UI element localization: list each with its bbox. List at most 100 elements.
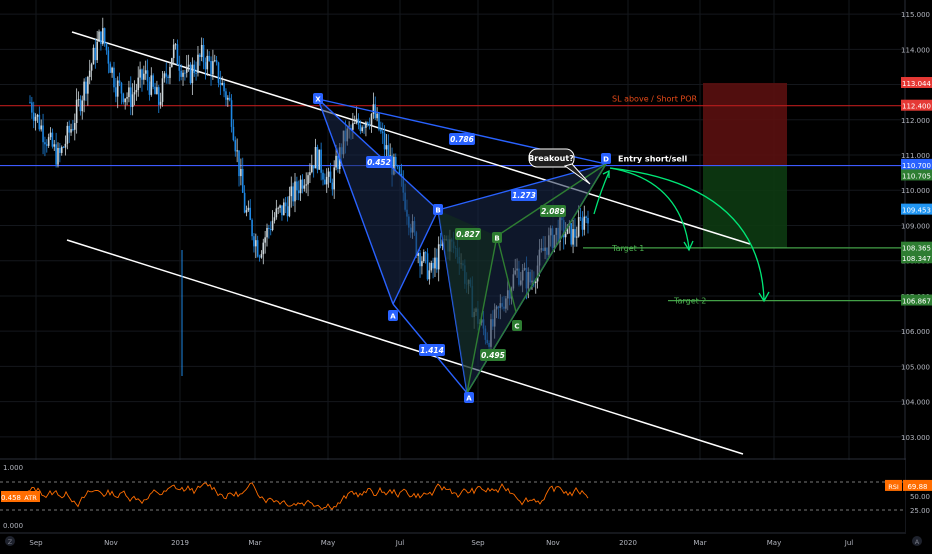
candle-body xyxy=(273,217,276,221)
price-axis-bg xyxy=(906,0,932,550)
candle-body xyxy=(221,82,224,85)
candle-body xyxy=(137,77,140,91)
target2-arrow-head xyxy=(758,291,770,303)
pattern-point-badge xyxy=(492,232,502,243)
candle-body xyxy=(422,252,425,262)
candle-body xyxy=(294,181,296,202)
ratio-badge xyxy=(366,156,392,168)
candle-body xyxy=(251,219,253,237)
price-tag xyxy=(901,203,932,215)
pattern1-xa-leg xyxy=(317,98,394,305)
candle-body xyxy=(77,99,80,101)
candle-body xyxy=(182,72,184,77)
target1-label: Target 1 xyxy=(611,244,644,253)
time-label: Nov xyxy=(546,539,560,547)
breakout-callout xyxy=(528,148,575,168)
candle-body xyxy=(159,101,162,105)
candle-body xyxy=(353,122,356,124)
price-tag xyxy=(901,99,932,111)
candle-body xyxy=(432,262,434,269)
candle-body xyxy=(57,147,59,165)
ratio-badge xyxy=(455,228,481,240)
candle-body xyxy=(290,186,293,197)
candle-body xyxy=(243,192,246,213)
candle-body xyxy=(316,146,319,170)
candle-body xyxy=(396,165,399,167)
candle-body xyxy=(309,172,311,176)
pattern-point-x: X xyxy=(315,96,321,104)
candle-body xyxy=(269,228,272,230)
price-tick-label: 105.000 xyxy=(901,363,930,371)
breakout-arrow-head xyxy=(602,169,610,178)
candle-body xyxy=(116,80,119,97)
candle-body xyxy=(268,227,270,229)
price-tag-label: 106.867 xyxy=(902,298,931,306)
candle-body xyxy=(417,252,419,256)
candle-body xyxy=(150,75,153,95)
trend-channel xyxy=(66,31,751,455)
price-tick-label: 112.000 xyxy=(901,117,930,125)
candle-body xyxy=(576,236,578,238)
atr-label: ATR xyxy=(24,494,37,502)
candle-body xyxy=(45,144,48,146)
candle-body xyxy=(585,216,587,218)
candle-body xyxy=(184,72,186,74)
right-badge-label: A xyxy=(915,538,920,546)
candle-body xyxy=(277,207,280,209)
left-badge-label: Z xyxy=(8,538,13,546)
horizontal-levels: SL above / Short POR Entry short/sell Targ… xyxy=(0,95,905,306)
candle-body xyxy=(199,54,201,58)
candle-body xyxy=(228,97,231,101)
ratio-badge xyxy=(540,205,566,217)
sl-level-label: SL above / Short POR xyxy=(612,95,698,104)
candle-body xyxy=(129,87,132,107)
time-label: Jul xyxy=(844,539,854,547)
candle-body xyxy=(40,125,42,130)
candle-body xyxy=(570,223,573,245)
price-tick-label: 115.000 xyxy=(901,11,930,19)
harmonic-patterns: X A B A D B C 0.452 0.786 1.414 0.827 1.273 2.089 0.4… xyxy=(313,93,611,403)
candle-body xyxy=(62,147,65,148)
pattern2-xab-fill xyxy=(438,210,497,393)
candle-body xyxy=(428,270,431,280)
price-tag-label: 108.347 xyxy=(902,255,931,263)
candle-body xyxy=(365,122,367,128)
pattern2-cd-leg xyxy=(515,163,607,313)
candle-body xyxy=(299,179,302,194)
ratio-label: 0.495 xyxy=(481,351,505,360)
candle-body xyxy=(337,155,339,169)
rsi-label: RSI xyxy=(888,483,899,491)
time-label: Jul xyxy=(395,539,405,547)
candle-body xyxy=(79,99,82,112)
candle-body xyxy=(223,82,225,92)
ratio-label: 0.786 xyxy=(450,135,474,144)
candle-body xyxy=(260,254,263,258)
candle-body xyxy=(437,244,440,270)
candle-body xyxy=(296,181,298,191)
candle-body xyxy=(430,262,433,271)
candle-body xyxy=(115,87,117,97)
rsi-line xyxy=(27,482,589,511)
candle-body xyxy=(271,220,274,230)
candle-body xyxy=(534,281,537,284)
candle-body xyxy=(212,61,214,75)
candle-body xyxy=(88,70,91,77)
candle-body xyxy=(333,167,335,190)
candle-body xyxy=(204,62,207,70)
channel-lower-line xyxy=(66,239,744,455)
candle-body xyxy=(44,142,46,145)
candle-body xyxy=(398,166,401,174)
candle-body xyxy=(325,176,328,185)
oscillator-bg xyxy=(0,460,905,532)
pattern1-ab-leg xyxy=(392,209,439,305)
candle-body xyxy=(178,64,181,71)
candle-body xyxy=(381,131,384,134)
time-label: 2019 xyxy=(171,539,189,547)
candle-body xyxy=(368,124,371,126)
candle-body xyxy=(421,261,423,267)
price-tag-label: 110.700 xyxy=(902,162,931,170)
pattern-point-b: B xyxy=(494,235,499,243)
projection-arrows: Breakout? xyxy=(528,148,770,303)
candle-body xyxy=(370,113,373,126)
time-label: Sep xyxy=(29,539,43,547)
